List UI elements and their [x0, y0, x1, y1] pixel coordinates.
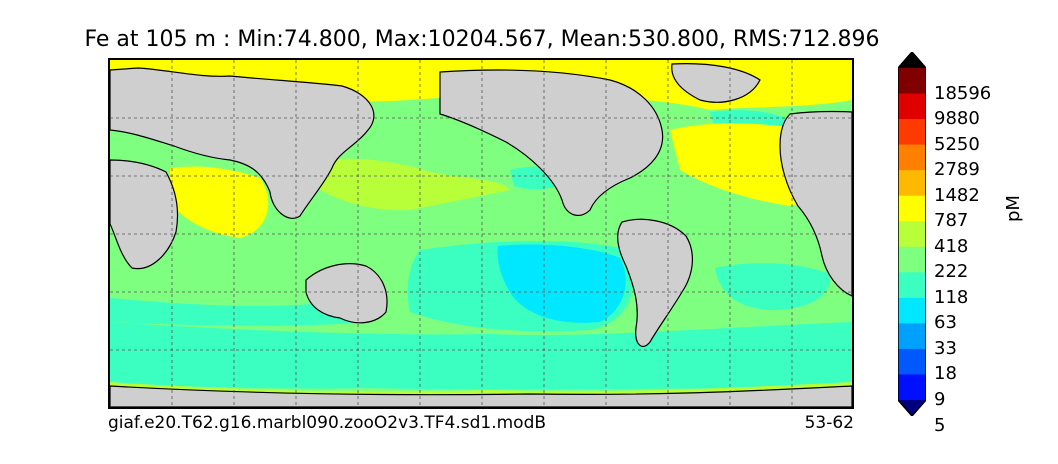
colorbar-tick-label: 9880	[934, 108, 980, 130]
colorbar-tick-label: 33	[934, 337, 957, 359]
colorbar-tick-label: 787	[934, 210, 969, 232]
arabian-sea-field	[170, 166, 269, 238]
europe-africa-east-shape	[779, 110, 852, 297]
colorbar-extend-bottom	[898, 400, 926, 416]
colorbar-tick-label: 1482	[934, 184, 980, 206]
colorbar-segment	[898, 119, 926, 146]
colorbar-segment	[898, 374, 926, 401]
colorbar-segment	[898, 93, 926, 120]
north-america-shape	[439, 69, 664, 217]
colorbar-tick-label: 18	[934, 363, 957, 385]
south-atlantic-gyre	[715, 263, 831, 310]
colorbar-tick-label: 63	[934, 312, 957, 334]
colorbar-scale	[898, 52, 926, 416]
colorbar-tick-label: 5250	[934, 133, 980, 155]
colorbar-tick-label: 222	[934, 261, 969, 283]
colorbar-segment	[898, 323, 926, 350]
colorbar-segment	[898, 246, 926, 273]
colorbar-segment	[898, 297, 926, 324]
colorbar	[898, 52, 926, 416]
colorbar-segment	[898, 272, 926, 299]
colorbar-extend-top	[898, 52, 926, 68]
figure-title: Fe at 105 m : Min:74.800, Max:10204.567,…	[84, 27, 880, 52]
colorbar-segment	[898, 221, 926, 248]
antarctica-shape	[110, 385, 852, 407]
colorbar-tick-label: 2789	[934, 159, 980, 181]
colorbar-tick-label: 118	[934, 286, 969, 308]
equatorial-pacific-band	[306, 158, 510, 211]
colorbar-segment	[898, 348, 926, 375]
colorbar-units: pM	[1003, 195, 1024, 222]
colorbar-segment	[898, 195, 926, 222]
south-america-shape	[617, 218, 693, 347]
southern-ocean-band	[110, 322, 852, 390]
colorbar-tick-label: 18596	[934, 82, 992, 104]
south-pacific-minimum	[497, 244, 626, 323]
greenland-shape	[671, 63, 761, 103]
ocean-field-map	[110, 60, 852, 407]
colorbar-segment	[898, 144, 926, 171]
africa-shape	[110, 159, 179, 270]
footer-case-name: giaf.e20.T62.g16.marbl090.zooO2v3.TF4.sd…	[108, 413, 547, 433]
map-panel	[108, 58, 854, 409]
eurasia-shape	[110, 67, 375, 219]
continents	[110, 63, 852, 407]
footer-years: 53-62	[804, 413, 854, 433]
colorbar-tick-label: 418	[934, 235, 969, 257]
colorbar-segment	[898, 170, 926, 197]
colorbar-tick-label: 5	[934, 414, 946, 436]
australia-shape	[305, 263, 388, 324]
map-gridlines	[110, 60, 852, 407]
colorbar-segment	[898, 68, 926, 95]
indian-south-band	[110, 298, 370, 326]
colorbar-tick-label: 9	[934, 389, 946, 410]
